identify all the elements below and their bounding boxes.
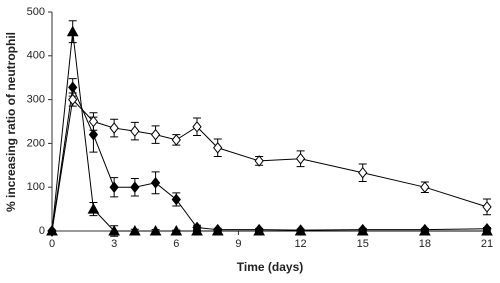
diamond-marker bbox=[171, 134, 181, 146]
y-tick-label: 200 bbox=[27, 137, 45, 149]
diamond-marker bbox=[130, 125, 140, 137]
diamond-marker bbox=[88, 128, 99, 141]
series-line bbox=[51, 85, 488, 232]
diamond-marker bbox=[130, 181, 140, 194]
x-tick-label: 15 bbox=[357, 238, 369, 250]
y-tick-label: 100 bbox=[27, 181, 45, 193]
diamond-marker bbox=[150, 128, 161, 141]
y-tick-label: 300 bbox=[27, 94, 45, 106]
x-tick-label: 12 bbox=[294, 238, 306, 250]
triangle-marker bbox=[253, 224, 265, 236]
triangle-marker bbox=[191, 224, 203, 236]
x-tick-label: 21 bbox=[481, 238, 493, 250]
triangle-marker bbox=[66, 25, 79, 37]
diamond-marker bbox=[109, 181, 119, 194]
diamond-marker bbox=[68, 93, 78, 106]
triangle-marker bbox=[129, 224, 141, 236]
triangle-marker bbox=[419, 224, 431, 236]
x-tick-label: 3 bbox=[111, 238, 117, 250]
diamond-marker bbox=[254, 155, 264, 167]
triangle-marker bbox=[211, 224, 224, 236]
x-tick-label: 9 bbox=[235, 238, 241, 250]
x-tick-label: 18 bbox=[419, 238, 431, 250]
triangle-marker bbox=[87, 203, 100, 214]
y-tick-label: 400 bbox=[27, 50, 45, 62]
diamond-marker bbox=[213, 141, 223, 154]
x-tick-label: 6 bbox=[173, 238, 179, 250]
diamond-marker bbox=[420, 181, 430, 194]
triangle-marker bbox=[356, 224, 369, 236]
diamond-marker bbox=[295, 152, 306, 165]
series-line bbox=[51, 31, 487, 232]
diamond-marker bbox=[68, 81, 78, 94]
diamond-marker bbox=[109, 122, 119, 134]
triangle-marker bbox=[108, 224, 120, 236]
triangle-marker bbox=[170, 224, 183, 236]
x-tick-label: 0 bbox=[49, 238, 55, 250]
diamond-marker bbox=[171, 193, 181, 206]
triangle-marker bbox=[46, 224, 58, 236]
diamond-marker bbox=[88, 115, 99, 128]
y-tick-label: 500 bbox=[27, 6, 45, 18]
triangle-marker bbox=[481, 224, 493, 236]
x-axis-title: Time (days) bbox=[237, 260, 303, 274]
triangle-marker bbox=[149, 224, 162, 236]
diamond-marker bbox=[192, 120, 202, 133]
diamond-marker bbox=[482, 201, 492, 213]
diamond-marker bbox=[358, 166, 368, 179]
y-axis-title: % increasing ratio of neutrophil bbox=[4, 32, 18, 212]
diamond-marker bbox=[150, 177, 161, 189]
triangle-marker bbox=[294, 224, 307, 236]
y-tick-label: 0 bbox=[39, 225, 45, 237]
